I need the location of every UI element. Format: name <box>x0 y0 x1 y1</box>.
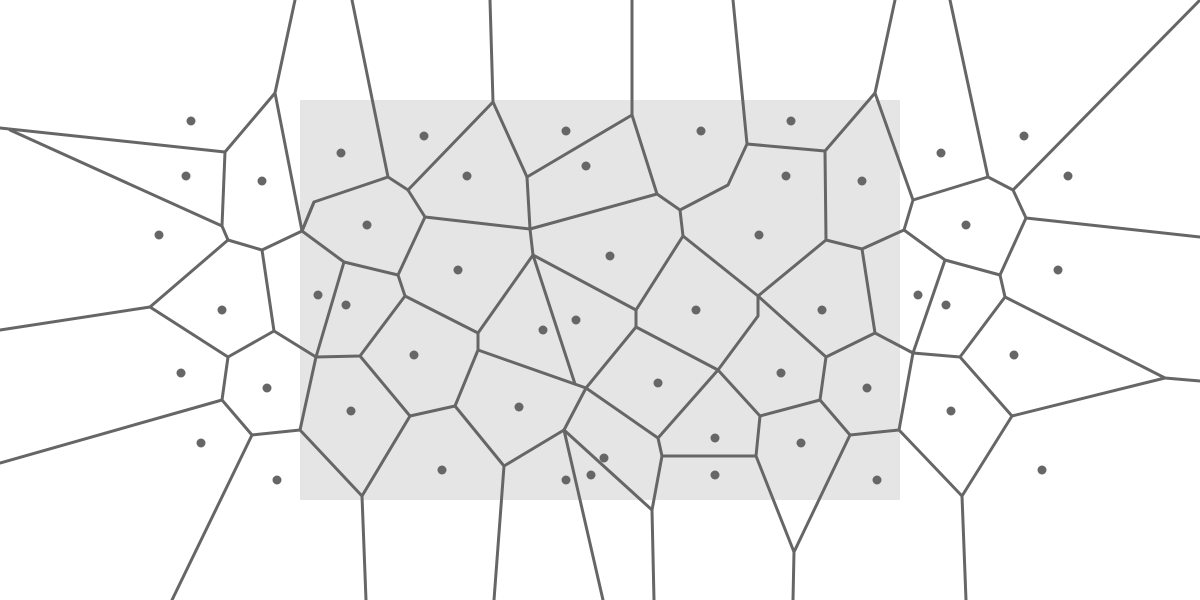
voronoi-edge <box>403 227 535 335</box>
voronoi-edge <box>358 348 480 418</box>
voronoi-edge <box>300 200 316 233</box>
voronoi-edge <box>360 494 368 600</box>
voronoi-edge <box>634 294 760 372</box>
voronoi-site <box>462 171 472 181</box>
voronoi-site <box>196 438 206 448</box>
voronoi-site <box>857 176 867 186</box>
voronoi-edge <box>492 464 506 600</box>
voronoi-edge <box>531 208 685 312</box>
voronoi-edge <box>902 216 1028 277</box>
voronoi-site <box>817 305 827 315</box>
voronoi-site <box>872 475 882 485</box>
voronoi-edge <box>860 91 915 251</box>
voronoi-edge <box>681 149 828 298</box>
voronoi-edge <box>453 386 588 468</box>
voronoi-edge <box>531 253 577 386</box>
voronoi-site <box>691 305 701 315</box>
voronoi-site <box>362 220 372 230</box>
voronoi-site <box>961 220 971 230</box>
voronoi-site <box>1009 350 1019 360</box>
voronoi-edge <box>525 113 634 179</box>
voronoi-site <box>154 230 164 240</box>
voronoi-site <box>946 406 956 416</box>
voronoi-site <box>217 305 227 315</box>
voronoi-edge <box>273 91 304 233</box>
voronoi-site <box>754 230 764 240</box>
voronoi-site <box>538 325 548 335</box>
voronoi-site <box>653 378 663 388</box>
voronoi-edge <box>791 550 796 600</box>
voronoi-site <box>586 470 596 480</box>
voronoi-site <box>781 171 791 181</box>
voronoi-edge <box>656 436 664 458</box>
bounding-region <box>300 100 900 500</box>
voronoi-site <box>571 315 581 325</box>
voronoi-edge <box>406 100 495 192</box>
voronoi-site <box>336 148 346 158</box>
voronoi-site <box>1063 171 1073 181</box>
voronoi-site <box>313 290 323 300</box>
voronoi-site <box>514 402 524 412</box>
voronoi-site <box>561 475 571 485</box>
voronoi-edge <box>170 433 254 600</box>
voronoi-site <box>913 290 923 300</box>
voronoi-site <box>862 383 872 393</box>
voronoi-site <box>419 131 429 141</box>
voronoi-edge <box>960 494 968 600</box>
voronoi-site <box>796 438 806 448</box>
voronoi-edge <box>314 260 346 359</box>
voronoi-site <box>186 116 196 126</box>
voronoi-site <box>272 475 282 485</box>
voronoi-edge <box>220 150 227 228</box>
voronoi-site <box>1053 265 1063 275</box>
voronoi-site <box>710 433 720 443</box>
voronoi-edge <box>897 351 1014 498</box>
voronoi-site <box>786 116 796 126</box>
voronoi-edge <box>272 329 318 359</box>
voronoi-site <box>936 148 946 158</box>
voronoi-site <box>1037 465 1047 475</box>
voronoi-site <box>453 265 463 275</box>
voronoi-edge <box>911 0 1200 202</box>
voronoi-edge <box>911 273 1007 359</box>
voronoi-site <box>181 171 191 181</box>
voronoi-site <box>776 368 786 378</box>
voronoi-site <box>1019 131 1029 141</box>
voronoi-site <box>941 300 951 310</box>
voronoi-site <box>696 126 706 136</box>
voronoi-edge <box>562 428 605 600</box>
voronoi-edge <box>818 355 901 437</box>
voronoi-site <box>341 300 351 310</box>
voronoi-edge <box>488 0 532 231</box>
voronoi-site <box>710 470 720 480</box>
voronoi-sites <box>154 116 1073 485</box>
voronoi-site <box>176 368 186 378</box>
voronoi-edge <box>948 0 990 179</box>
voronoi-edge <box>0 0 297 154</box>
voronoi-site <box>409 350 419 360</box>
voronoi-site <box>605 251 615 261</box>
voronoi-site <box>437 465 447 475</box>
voronoi-edge <box>298 355 412 498</box>
voronoi-edge <box>0 398 224 465</box>
voronoi-site <box>262 383 272 393</box>
voronoi-site <box>581 161 591 171</box>
voronoi-site <box>561 126 571 136</box>
voronoi-site <box>257 176 267 186</box>
voronoi-edge <box>650 508 656 600</box>
voronoi-site <box>346 406 356 416</box>
voronoi-site <box>599 453 609 463</box>
